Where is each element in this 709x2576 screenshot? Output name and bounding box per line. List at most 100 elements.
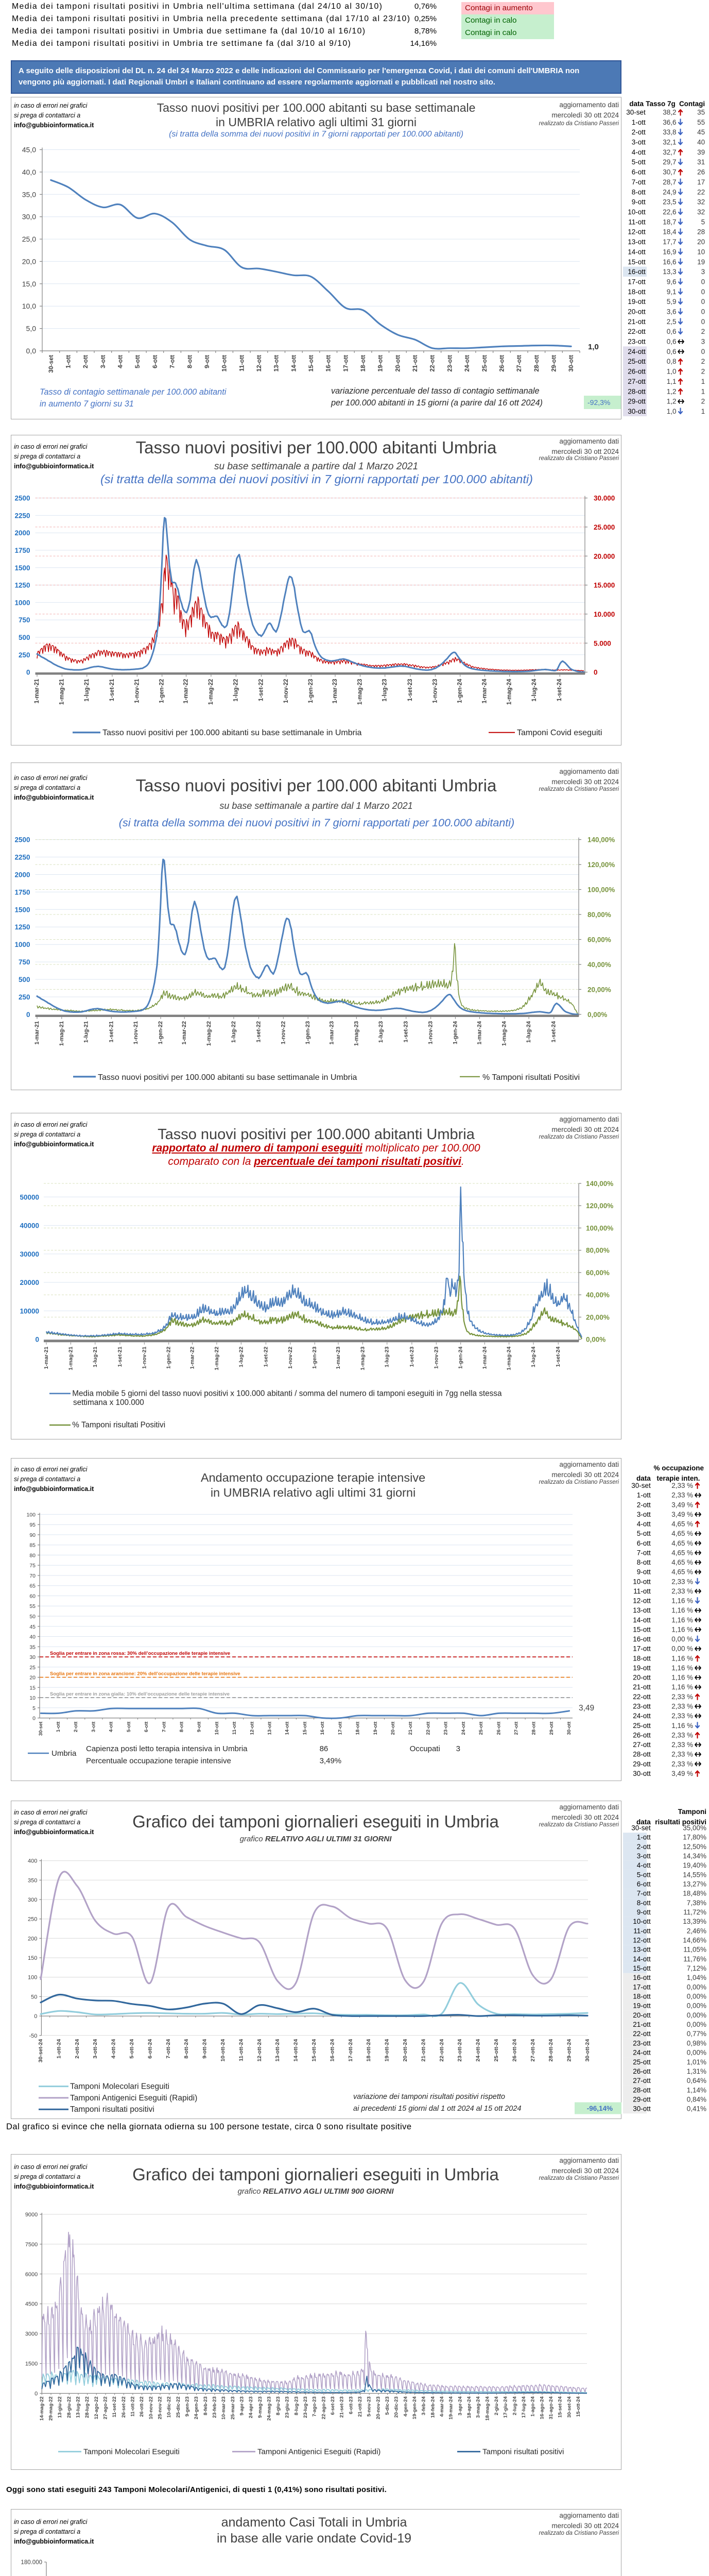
svg-text:17,80%: 17,80% — [683, 1834, 706, 1841]
svg-text:19-ott: 19-ott — [633, 2002, 651, 2010]
svg-text:28,7: 28,7 — [663, 178, 676, 186]
svg-text:8-ott: 8-ott — [637, 1558, 651, 1566]
svg-text:24-ott: 24-ott — [633, 2049, 651, 2057]
svg-text:12-ott: 12-ott — [633, 1937, 651, 1944]
svg-text:3,49: 3,49 — [671, 1770, 685, 1777]
svg-text:150: 150 — [28, 1955, 37, 1961]
svg-text:7-ott: 7-ott — [632, 178, 646, 186]
svg-text:0: 0 — [34, 2013, 37, 2020]
svg-text:25-ott-24: 25-ott-24 — [493, 2039, 499, 2062]
svg-text:50000: 50000 — [20, 1193, 39, 1201]
svg-text:1-gen-24: 1-gen-24 — [458, 1347, 464, 1369]
svg-text:ai precedenti 15 giorni dal 1: ai precedenti 15 giorni dal 1 ott 2024 a… — [353, 2105, 522, 2113]
svg-text:1500: 1500 — [25, 2361, 38, 2367]
svg-text:1-mar-24: 1-mar-24 — [481, 1347, 488, 1369]
svg-text:16-ott: 16-ott — [628, 268, 646, 276]
svg-text:1: 1 — [701, 378, 705, 385]
svg-text:26-set-22: 26-set-22 — [121, 2397, 127, 2418]
svg-text:5-nov-23: 5-nov-23 — [367, 2397, 372, 2417]
svg-text:9,6: 9,6 — [667, 278, 677, 286]
svg-text:25-ott: 25-ott — [633, 2058, 651, 2066]
svg-text:14,55%: 14,55% — [683, 1871, 706, 1878]
svg-text:2,33: 2,33 — [671, 1751, 685, 1758]
svg-text:20,00%: 20,00% — [586, 1314, 610, 1321]
svg-text:3-ott: 3-ott — [99, 355, 107, 368]
svg-text:24-ott: 24-ott — [633, 1712, 651, 1720]
svg-text:0: 0 — [701, 308, 705, 316]
svg-text:12-ott: 12-ott — [255, 355, 263, 372]
svg-text:1-gen-22: 1-gen-22 — [159, 679, 165, 703]
svg-text:1-lug-22: 1-lug-22 — [238, 1347, 244, 1367]
svg-text:1-mar-24: 1-mar-24 — [481, 679, 488, 704]
svg-text:750: 750 — [19, 616, 30, 624]
svg-text:7-ott-24: 7-ott-24 — [165, 2039, 171, 2059]
svg-text:1,16: 1,16 — [671, 1597, 685, 1605]
svg-text:2,33: 2,33 — [671, 1578, 685, 1585]
svg-text:%: % — [687, 1703, 693, 1710]
svg-text:1: 1 — [701, 408, 705, 415]
svg-text:0,6: 0,6 — [667, 328, 677, 335]
svg-text:1-mar-23: 1-mar-23 — [335, 1347, 341, 1369]
svg-text:1-lug-22: 1-lug-22 — [233, 679, 239, 702]
svg-text:23-feb-23: 23-feb-23 — [212, 2397, 217, 2418]
svg-text:24-ott: 24-ott — [628, 348, 646, 355]
svg-text:10000: 10000 — [20, 1307, 39, 1315]
svg-text:19-gen-24: 19-gen-24 — [412, 2396, 418, 2419]
svg-text:1-lug-23: 1-lug-23 — [378, 1021, 384, 1043]
svg-text:1-ago-24: 1-ago-24 — [530, 2396, 536, 2417]
svg-text:55: 55 — [29, 1603, 36, 1609]
svg-text:2,33: 2,33 — [671, 1492, 685, 1499]
svg-text:19-ott-24: 19-ott-24 — [384, 2039, 390, 2062]
svg-text:6000: 6000 — [25, 2272, 38, 2278]
svg-text:Media mobile 5 giorni del tass: Media mobile 5 giorni del tasso nuovi po… — [72, 1389, 502, 1398]
svg-text:30-ott: 30-ott — [567, 355, 575, 372]
svg-text:2,33: 2,33 — [671, 1482, 685, 1489]
svg-text:32,1: 32,1 — [663, 139, 676, 146]
svg-text:40,0: 40,0 — [22, 168, 36, 176]
svg-text:%: % — [687, 1712, 693, 1720]
svg-text:23-ott: 23-ott — [446, 355, 453, 372]
svg-text:10-ott: 10-ott — [633, 1918, 651, 1925]
svg-text:1,16: 1,16 — [671, 1683, 685, 1691]
svg-text:1-set-23: 1-set-23 — [409, 1347, 415, 1367]
svg-text:19-mar-24: 19-mar-24 — [448, 2396, 454, 2420]
svg-text:2: 2 — [701, 398, 705, 405]
svg-text:16-ott: 16-ott — [320, 1721, 325, 1735]
svg-text:95: 95 — [29, 1522, 36, 1528]
svg-text:22,6: 22,6 — [663, 208, 676, 216]
svg-text:15-ott-24: 15-ott-24 — [576, 2396, 581, 2417]
svg-text:0,00: 0,00 — [671, 1635, 685, 1643]
svg-text:32: 32 — [697, 198, 705, 206]
svg-text:60: 60 — [29, 1594, 36, 1600]
svg-text:65: 65 — [29, 1583, 36, 1589]
svg-text:1-lug-21: 1-lug-21 — [84, 679, 90, 702]
svg-text:7-ott: 7-ott — [161, 1721, 167, 1732]
svg-text:18-ott: 18-ott — [359, 355, 367, 372]
svg-text:2,33: 2,33 — [671, 1731, 685, 1739]
svg-text:1750: 1750 — [14, 888, 30, 896]
svg-text:Tasso nuovi positivi per 100.0: Tasso nuovi positivi per 100.000 abitant… — [98, 1073, 357, 1082]
svg-text:0: 0 — [34, 2391, 38, 2397]
svg-text:30-set-24: 30-set-24 — [566, 2396, 572, 2418]
svg-text:1-gen-23: 1-gen-23 — [312, 1347, 318, 1369]
svg-text:26-ott: 26-ott — [498, 355, 505, 372]
svg-text:0,00%: 0,00% — [587, 1011, 607, 1019]
svg-text:0,77%: 0,77% — [687, 2030, 706, 2038]
svg-text:11-ott-24: 11-ott-24 — [238, 2039, 244, 2061]
svg-text:16-ott: 16-ott — [633, 1974, 651, 1981]
svg-text:16,6: 16,6 — [663, 258, 676, 266]
svg-text:%: % — [687, 1625, 693, 1633]
svg-text:26-ott: 26-ott — [628, 368, 646, 376]
svg-text:28-lug-22: 28-lug-22 — [84, 2397, 90, 2418]
svg-text:10.000: 10.000 — [594, 611, 615, 618]
svg-text:2-ott: 2-ott — [637, 1501, 651, 1509]
svg-text:0: 0 — [26, 669, 30, 676]
svg-text:20: 20 — [29, 1675, 36, 1681]
svg-text:20-ott: 20-ott — [633, 1674, 651, 1682]
svg-text:1-mar-23: 1-mar-23 — [328, 1021, 335, 1045]
svg-text:26-ott-22: 26-ott-22 — [139, 2397, 145, 2417]
svg-text:27-ott: 27-ott — [628, 378, 646, 385]
svg-text:24-ott: 24-ott — [461, 1721, 466, 1735]
svg-text:settimana x 100.000: settimana x 100.000 — [73, 1398, 144, 1407]
svg-text:1-nov-21: 1-nov-21 — [134, 679, 140, 703]
